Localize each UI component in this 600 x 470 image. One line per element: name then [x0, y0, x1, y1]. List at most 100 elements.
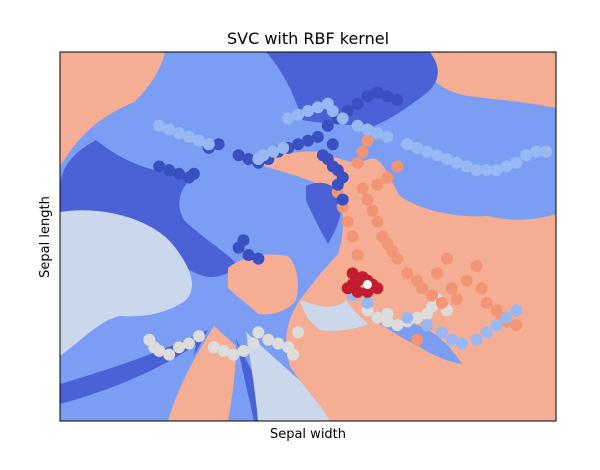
- data-point-navy-points: [381, 90, 394, 103]
- data-point-light-grey: [272, 337, 285, 350]
- region-dark-blue-center: [306, 182, 342, 244]
- data-point-coral: [341, 215, 354, 228]
- data-point-coral: [351, 156, 364, 169]
- data-point-navy-points: [292, 138, 305, 151]
- data-point-navy-points: [252, 252, 265, 265]
- data-point-light-grey: [391, 319, 404, 332]
- data-point-light-blue-points: [480, 326, 493, 339]
- data-point-light-blue-points: [435, 326, 448, 339]
- data-point-deep-red: [351, 285, 364, 298]
- data-point-light-blue-points: [520, 149, 533, 162]
- data-point-light-blue-points: [421, 319, 433, 332]
- data-point-light-grey: [173, 341, 185, 354]
- region-salmon-center-patch: [228, 254, 298, 315]
- data-point-coral: [475, 282, 488, 295]
- x-axis-label: Sepal width: [270, 427, 346, 442]
- region-pale-blue-center: [300, 300, 368, 331]
- data-point-light-grey: [292, 326, 305, 339]
- data-point-light-grey: [192, 330, 205, 343]
- data-point-navy-points: [336, 193, 349, 206]
- data-point-light-grey: [153, 344, 166, 357]
- data-point-coral: [371, 178, 384, 191]
- data-point-light-blue-points: [470, 333, 483, 346]
- data-point-light-blue-points: [371, 127, 384, 140]
- data-point-light-blue-points: [401, 311, 414, 324]
- data-point-white-point: [363, 280, 372, 289]
- data-point-light-blue-points: [361, 296, 374, 309]
- chart-title: SVC with RBF kernel: [227, 29, 389, 48]
- data-point-light-blue-points: [163, 123, 176, 136]
- data-point-light-blue-points: [202, 138, 215, 151]
- data-point-light-grey: [262, 333, 275, 346]
- data-point-light-grey: [183, 337, 195, 350]
- data-point-light-blue-points: [361, 123, 374, 136]
- region-mid-blue-corner: [60, 345, 196, 421]
- data-point-coral: [356, 145, 369, 158]
- data-point-navy-points: [321, 119, 334, 132]
- data-point-coral: [411, 333, 424, 346]
- data-point-light-blue-points: [455, 337, 468, 350]
- data-point-coral: [440, 252, 453, 265]
- data-point-light-grey: [163, 348, 176, 361]
- data-point-coral: [381, 171, 394, 184]
- region-salmon-topright: [428, 52, 556, 108]
- data-point-light-blue-points: [302, 105, 314, 117]
- data-point-light-blue-points: [431, 149, 443, 162]
- data-point-light-grey: [371, 311, 384, 324]
- data-point-coral: [510, 319, 523, 332]
- data-point-light-blue-points: [510, 304, 523, 317]
- y-axis-label: Sepal length: [38, 196, 53, 278]
- data-point-coral: [426, 289, 438, 302]
- data-point-coral: [346, 230, 359, 243]
- data-point-navy-points: [187, 167, 200, 180]
- data-point-light-blue-points: [183, 130, 195, 143]
- data-point-light-blue-points: [311, 101, 324, 114]
- data-point-light-blue-points: [500, 160, 513, 173]
- data-point-light-blue-points: [173, 127, 185, 140]
- data-point-light-blue-points: [490, 319, 503, 332]
- data-point-light-grey: [287, 348, 300, 361]
- data-point-light-blue-points: [450, 156, 463, 169]
- data-point-light-blue-points: [192, 134, 205, 147]
- data-point-light-blue-points: [277, 141, 290, 154]
- data-point-navy-points: [326, 138, 339, 151]
- data-point-navy-points: [232, 149, 245, 162]
- data-point-light-blue-points: [336, 112, 349, 125]
- data-point-navy-points: [212, 138, 225, 151]
- data-point-light-blue-points: [480, 164, 493, 177]
- data-point-light-blue-points: [530, 145, 543, 158]
- data-point-light-blue-points: [153, 119, 166, 132]
- data-point-navy-points: [242, 249, 255, 261]
- data-point-coral: [480, 296, 493, 309]
- data-point-coral: [366, 204, 379, 217]
- data-point-deep-red: [371, 282, 384, 295]
- data-point-light-blue-points: [460, 160, 473, 173]
- data-point-navy-points: [302, 134, 314, 147]
- data-point-light-blue-points: [351, 119, 364, 132]
- data-point-light-grey: [411, 311, 424, 324]
- data-point-light-blue-points: [282, 112, 295, 125]
- data-point-coral: [416, 282, 429, 295]
- data-point-navy-points: [391, 94, 404, 106]
- data-point-navy-points: [173, 167, 185, 180]
- data-point-navy-points: [331, 178, 344, 191]
- data-point-navy-points: [242, 153, 255, 165]
- data-point-deep-red: [346, 267, 359, 280]
- data-point-light-grey: [247, 337, 260, 350]
- data-point-light-blue-points: [445, 333, 458, 346]
- data-point-light-blue-points: [500, 311, 513, 324]
- data-point-navy-points: [153, 160, 166, 173]
- data-point-navy-points: [361, 90, 374, 103]
- data-point-light-grey: [207, 341, 220, 354]
- data-point-coral: [470, 260, 483, 272]
- region-pale-blue-left: [60, 210, 193, 356]
- data-point-coral: [431, 267, 443, 280]
- region-dark-blue-left: [60, 140, 238, 277]
- data-point-light-grey: [217, 344, 230, 357]
- decision-regions: [60, 52, 556, 421]
- data-point-light-blue-points: [326, 105, 339, 117]
- data-point-deep-red: [361, 285, 374, 298]
- data-point-coral: [445, 282, 458, 295]
- data-point-light-blue-points: [490, 164, 503, 177]
- data-point-navy-points: [163, 164, 176, 177]
